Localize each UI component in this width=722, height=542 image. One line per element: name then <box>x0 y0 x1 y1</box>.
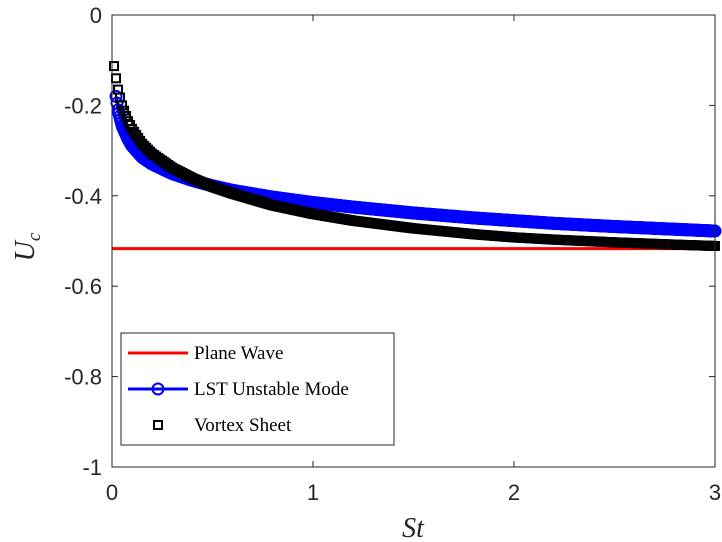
legend-label: Vortex Sheet <box>194 415 292 436</box>
y-tick-label: 0 <box>90 3 102 28</box>
ticks-layer: 0 1 2 3 0 -0.2 -0.4 -0.6 -0.8 -1 <box>64 3 721 505</box>
x-tick-label: 3 <box>709 480 721 505</box>
y-tick-label: -0.8 <box>64 365 102 390</box>
data-point <box>117 100 128 111</box>
y-axis-label-sub: c <box>24 232 45 241</box>
legend: Plane Wave LST Unstable Mode Vortex Sheet <box>120 332 395 446</box>
y-axis-label-main: U <box>10 239 41 261</box>
x-tick-label: 0 <box>106 480 118 505</box>
legend-label: Plane Wave <box>194 343 283 364</box>
series-vortex-sheet <box>109 61 720 251</box>
y-axis-label: Uc <box>10 232 45 261</box>
legend-label: LST Unstable Mode <box>194 379 349 400</box>
data-point <box>119 105 130 116</box>
legend-marker <box>151 382 165 396</box>
x-axis-label: St <box>402 513 425 542</box>
y-tick-label: -0.2 <box>64 93 102 118</box>
plot-frame <box>111 14 716 468</box>
series-layer <box>109 61 722 251</box>
legend-marker <box>153 420 163 430</box>
data-point <box>121 110 132 121</box>
x-tick-label: 1 <box>307 480 319 505</box>
data-point <box>109 61 120 72</box>
y-tick-label: -0.4 <box>64 184 102 209</box>
legend-entry: Vortex Sheet <box>153 415 292 436</box>
svg-text:Uc: Uc <box>10 232 45 261</box>
y-tick-label: -1 <box>82 455 102 480</box>
x-tick-label: 2 <box>508 480 520 505</box>
legend-entry: LST Unstable Mode <box>128 379 349 400</box>
legend-entry: Plane Wave <box>128 343 283 364</box>
y-tick-label: -0.6 <box>64 274 102 299</box>
